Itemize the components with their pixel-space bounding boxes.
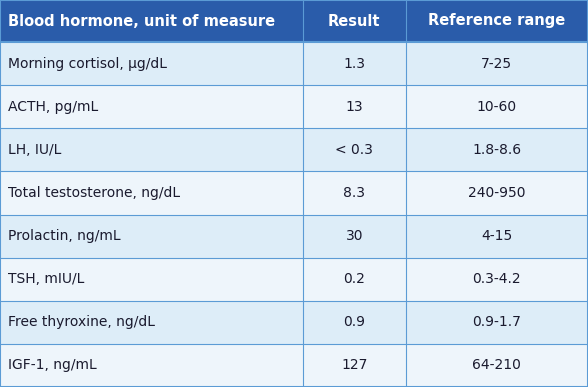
Bar	[303, 128, 406, 171]
Bar	[0, 171, 303, 214]
Text: Total testosterone, ng/dL: Total testosterone, ng/dL	[8, 186, 180, 200]
Text: 240-950: 240-950	[468, 186, 526, 200]
Bar	[0, 214, 303, 258]
Bar	[303, 85, 406, 128]
Text: 4-15: 4-15	[481, 229, 513, 243]
Bar	[0, 258, 303, 301]
Text: Free thyroxine, ng/dL: Free thyroxine, ng/dL	[8, 315, 155, 329]
Text: Prolactin, ng/mL: Prolactin, ng/mL	[8, 229, 121, 243]
Text: 0.9: 0.9	[343, 315, 365, 329]
Bar	[303, 258, 406, 301]
Bar	[406, 128, 588, 171]
Bar	[0, 0, 303, 42]
Bar	[0, 85, 303, 128]
Bar	[406, 0, 588, 42]
Text: Reference range: Reference range	[428, 14, 566, 29]
Text: 0.9-1.7: 0.9-1.7	[472, 315, 522, 329]
Text: 8.3: 8.3	[343, 186, 365, 200]
Bar	[406, 258, 588, 301]
Bar	[406, 85, 588, 128]
Bar	[406, 171, 588, 214]
Text: Blood hormone, unit of measure: Blood hormone, unit of measure	[8, 14, 275, 29]
Bar	[303, 0, 406, 42]
Bar	[0, 128, 303, 171]
Text: 7-25: 7-25	[482, 57, 512, 70]
Text: 1.8-8.6: 1.8-8.6	[472, 143, 522, 157]
Text: IGF-1, ng/mL: IGF-1, ng/mL	[8, 358, 96, 372]
Text: 0.2: 0.2	[343, 272, 365, 286]
Bar	[303, 214, 406, 258]
Text: 10-60: 10-60	[477, 100, 517, 114]
Text: TSH, mIU/L: TSH, mIU/L	[8, 272, 84, 286]
Text: 0.3-4.2: 0.3-4.2	[473, 272, 521, 286]
Text: 127: 127	[341, 358, 368, 372]
Bar	[303, 42, 406, 85]
Text: LH, IU/L: LH, IU/L	[8, 143, 61, 157]
Text: Morning cortisol, μg/dL: Morning cortisol, μg/dL	[8, 57, 166, 70]
Text: 1.3: 1.3	[343, 57, 365, 70]
Bar	[303, 344, 406, 387]
Text: < 0.3: < 0.3	[335, 143, 373, 157]
Bar	[406, 42, 588, 85]
Text: 30: 30	[346, 229, 363, 243]
Text: Result: Result	[328, 14, 380, 29]
Bar	[0, 42, 303, 85]
Bar	[303, 301, 406, 344]
Bar	[0, 344, 303, 387]
Text: 64-210: 64-210	[472, 358, 522, 372]
Bar	[303, 171, 406, 214]
Bar	[406, 214, 588, 258]
Text: 13: 13	[346, 100, 363, 114]
Text: ACTH, pg/mL: ACTH, pg/mL	[8, 100, 98, 114]
Bar	[0, 301, 303, 344]
Bar	[406, 344, 588, 387]
Bar	[406, 301, 588, 344]
